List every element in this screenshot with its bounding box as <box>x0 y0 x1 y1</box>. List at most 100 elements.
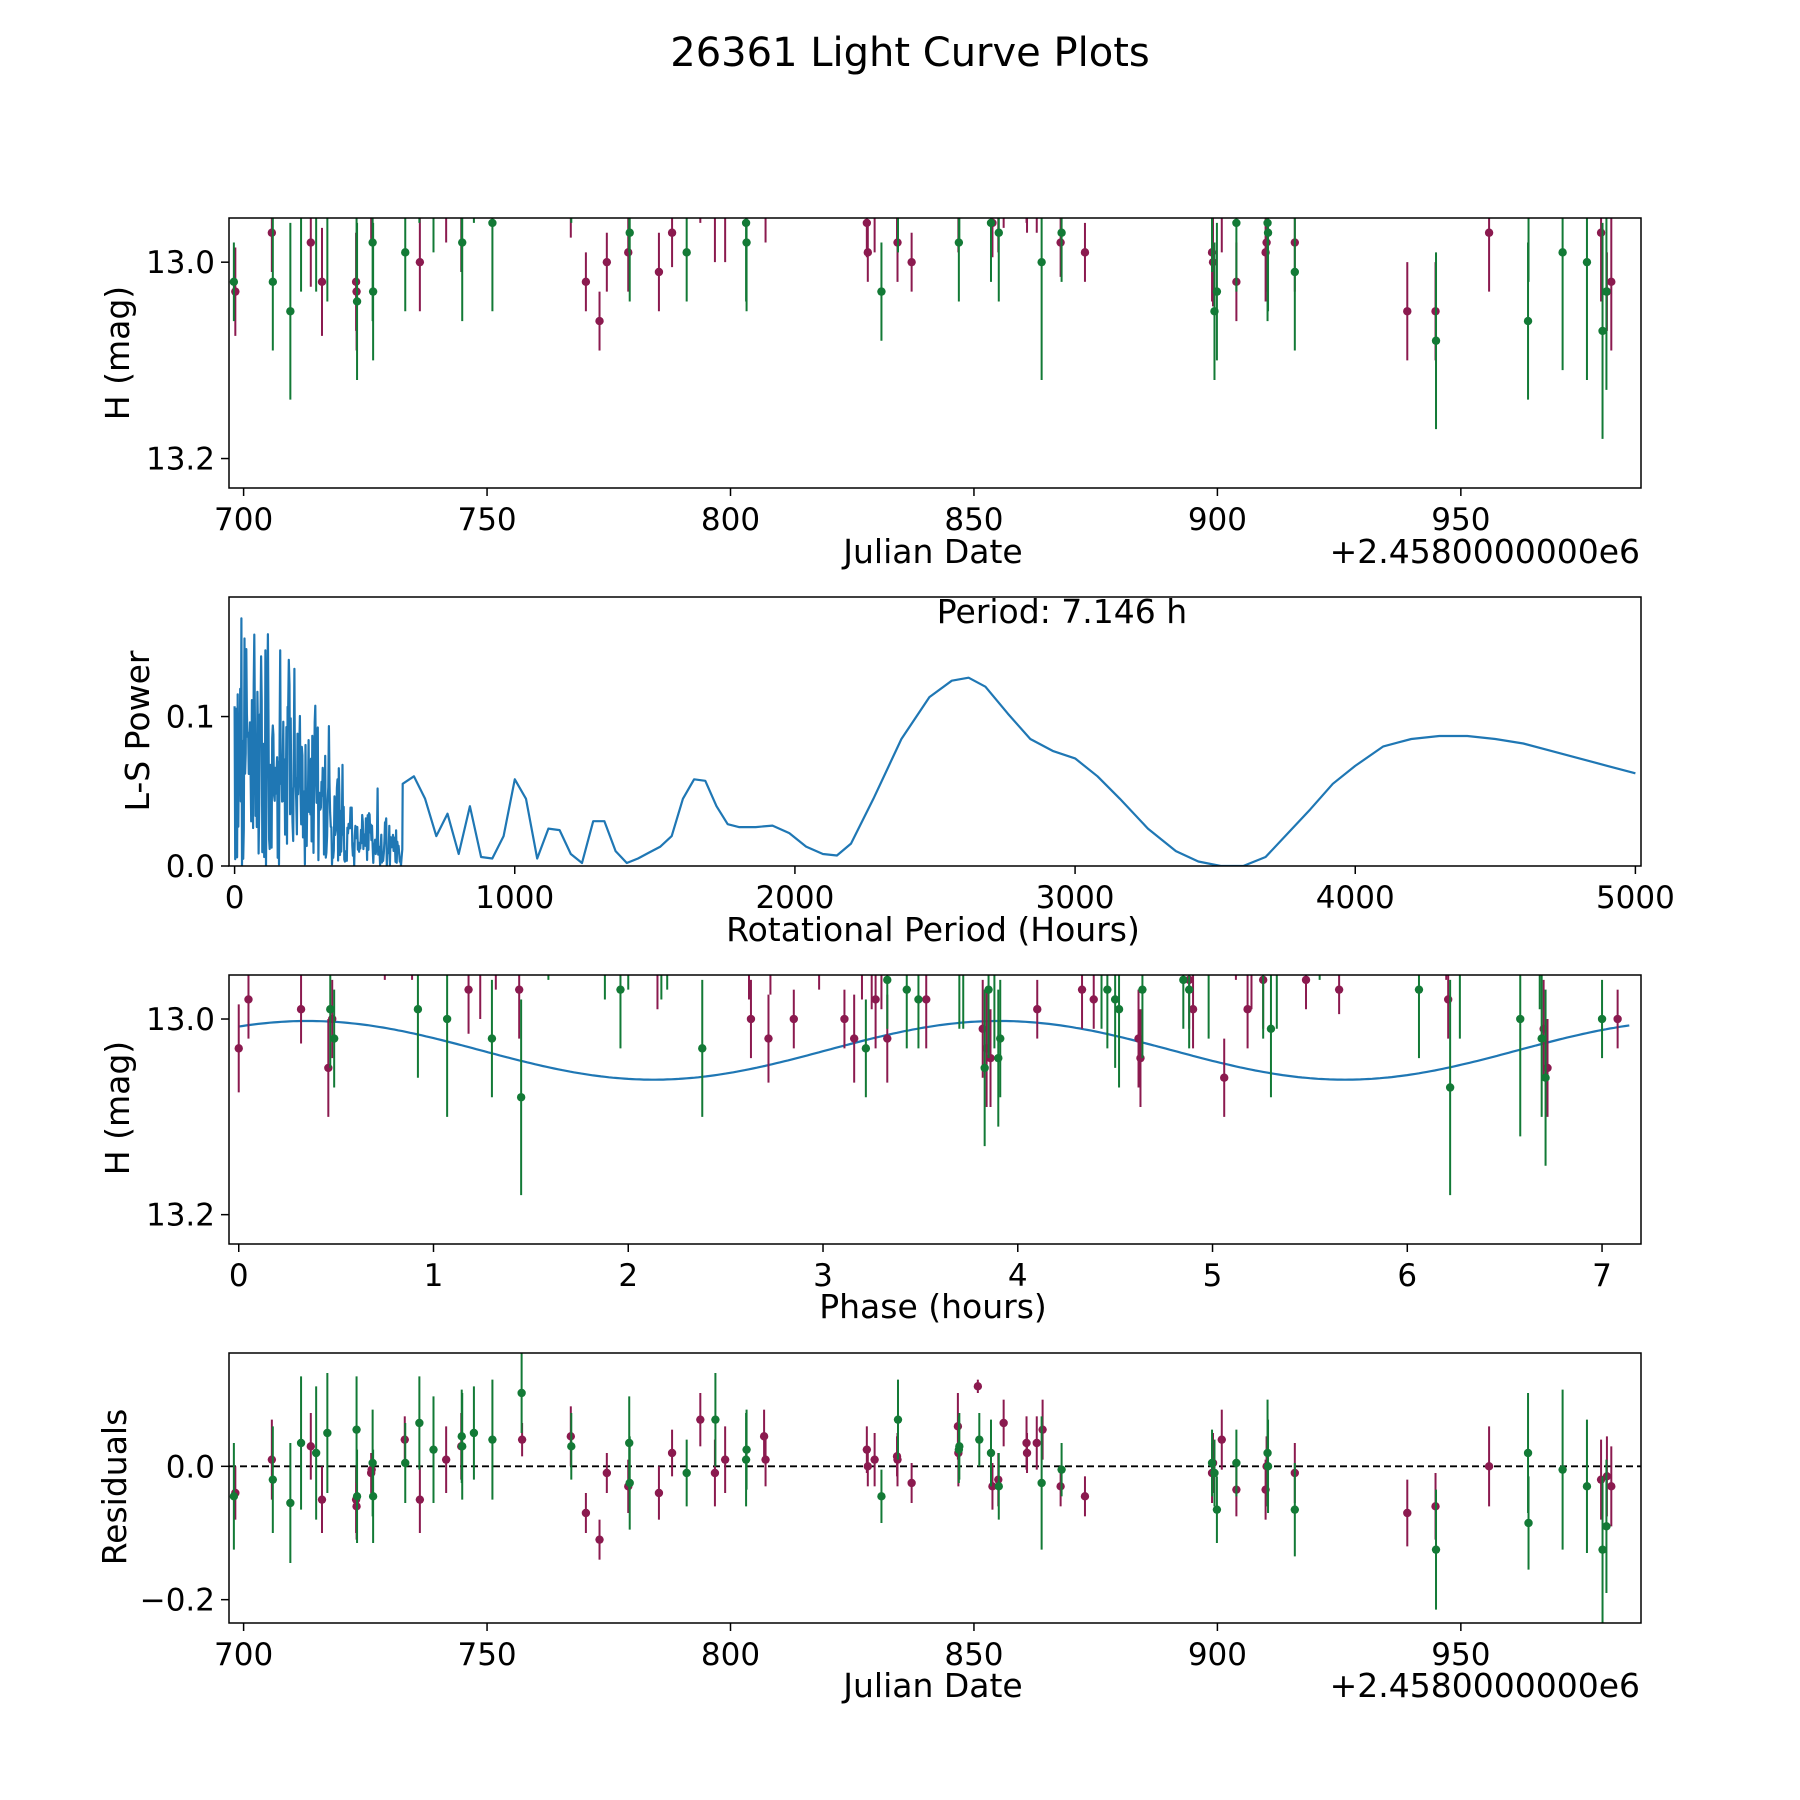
data-point <box>1524 1518 1533 1528</box>
data-point <box>1523 1448 1533 1458</box>
data-point <box>986 218 996 228</box>
data-point <box>296 1438 306 1448</box>
residuals-x-offset: +2.4580000000e6 <box>1330 1666 1640 1705</box>
data-point <box>244 995 253 1004</box>
data-point <box>234 1044 243 1053</box>
series-green <box>326 975 1607 1196</box>
data-point <box>1212 287 1222 296</box>
data-point <box>1596 228 1606 237</box>
data-point <box>1037 257 1046 267</box>
data-point <box>1516 1014 1525 1024</box>
data-point <box>861 1044 871 1053</box>
data-point <box>870 1455 879 1464</box>
data-point <box>764 1034 773 1043</box>
data-point <box>907 257 916 267</box>
data-point <box>616 985 625 994</box>
data-point <box>286 1498 295 1508</box>
data-point <box>710 1468 720 1478</box>
x-tick-label: 0 <box>229 1258 249 1294</box>
data-point <box>229 1492 239 1501</box>
data-point <box>229 277 239 287</box>
x-tick-label: 5000 <box>1596 880 1675 916</box>
y-tick-label: 0.0 <box>166 849 215 885</box>
data-point <box>914 995 923 1004</box>
residuals-xlabel: Julian Date <box>841 1666 1023 1705</box>
data-point <box>1184 985 1194 994</box>
data-point <box>1484 1462 1494 1471</box>
data-point <box>323 1428 332 1438</box>
data-point <box>1232 218 1241 228</box>
data-point <box>441 1455 451 1464</box>
x-tick-label: 7 <box>1592 1258 1612 1294</box>
y-tick-label: 13.2 <box>146 442 215 478</box>
data-point <box>1266 1024 1276 1034</box>
data-point <box>667 228 677 237</box>
data-point <box>326 1005 335 1014</box>
y-tick-label: 13.0 <box>146 1002 215 1038</box>
data-point <box>1210 1468 1219 1478</box>
data-point <box>415 257 425 267</box>
data-point <box>1403 1508 1412 1518</box>
plot-frame <box>228 974 1642 1245</box>
data-point <box>1080 248 1090 257</box>
data-point <box>368 287 378 296</box>
data-point <box>696 1415 705 1424</box>
data-point <box>1263 228 1273 237</box>
data-point <box>581 277 591 287</box>
data-point <box>654 1488 664 1498</box>
residuals-ylabel: Residuals <box>95 1409 134 1566</box>
data-point <box>1103 985 1112 994</box>
data-point <box>625 228 634 237</box>
data-point <box>268 1475 278 1484</box>
y-tick-label: 13.0 <box>146 245 215 281</box>
data-point <box>268 277 278 287</box>
data-point <box>1597 1014 1607 1024</box>
data-point <box>1445 1083 1455 1092</box>
phased-ylabel: H (mag) <box>98 1041 137 1175</box>
data-point <box>698 1044 707 1053</box>
data-point <box>883 975 892 985</box>
data-point <box>994 228 1003 237</box>
x-tick-label: 750 <box>457 502 516 538</box>
data-point <box>317 277 327 287</box>
x-tick-label: 1000 <box>475 880 554 916</box>
lightcurve-ylabel: H (mag) <box>98 286 137 420</box>
x-tick-label: 0 <box>225 880 245 916</box>
model-curve <box>238 1019 1630 1081</box>
data-point <box>996 1034 1005 1043</box>
data-point <box>1188 1005 1198 1014</box>
x-tick-label: 700 <box>214 1637 273 1673</box>
x-tick-label: 950 <box>1431 1637 1490 1673</box>
data-point <box>368 1492 378 1501</box>
data-point <box>877 1492 886 1501</box>
data-point <box>1582 257 1592 267</box>
x-tick-label: 750 <box>457 1637 516 1673</box>
data-point <box>973 1382 983 1391</box>
data-point <box>1022 1448 1032 1458</box>
data-point <box>984 985 993 994</box>
phased-panel: Phase (hours) H (mag) 0 1 2 3 4 5 6 7 13.2 13.0 <box>98 974 1642 1326</box>
x-tick-label: 900 <box>1188 502 1247 538</box>
data-point <box>429 1445 438 1454</box>
data-point <box>999 1418 1008 1428</box>
data-point <box>1217 1435 1226 1444</box>
lightcurve-xlabel: Julian Date <box>841 532 1023 571</box>
data-point <box>1602 287 1611 296</box>
data-point <box>1220 1073 1229 1082</box>
x-tick-label: 3000 <box>1036 880 1115 916</box>
periodogram-panel: Rotational Period (Hours) L-S Power Peri… <box>118 592 1675 949</box>
x-tick-label: 800 <box>701 502 760 538</box>
data-point <box>625 1478 634 1488</box>
plot-frame <box>228 596 1642 867</box>
x-tick-label: 900 <box>1188 1637 1247 1673</box>
data-point <box>1089 995 1098 1004</box>
data-point <box>517 1435 527 1444</box>
data-point <box>871 995 880 1004</box>
period-annotation: Period: 7.146 h <box>937 592 1187 631</box>
data-point <box>1537 1034 1546 1043</box>
data-point <box>595 316 604 326</box>
data-point <box>1523 316 1533 326</box>
x-tick-label: 850 <box>944 1637 1003 1673</box>
data-point <box>1558 248 1567 257</box>
y-tick-label: 0.0 <box>166 1449 215 1485</box>
